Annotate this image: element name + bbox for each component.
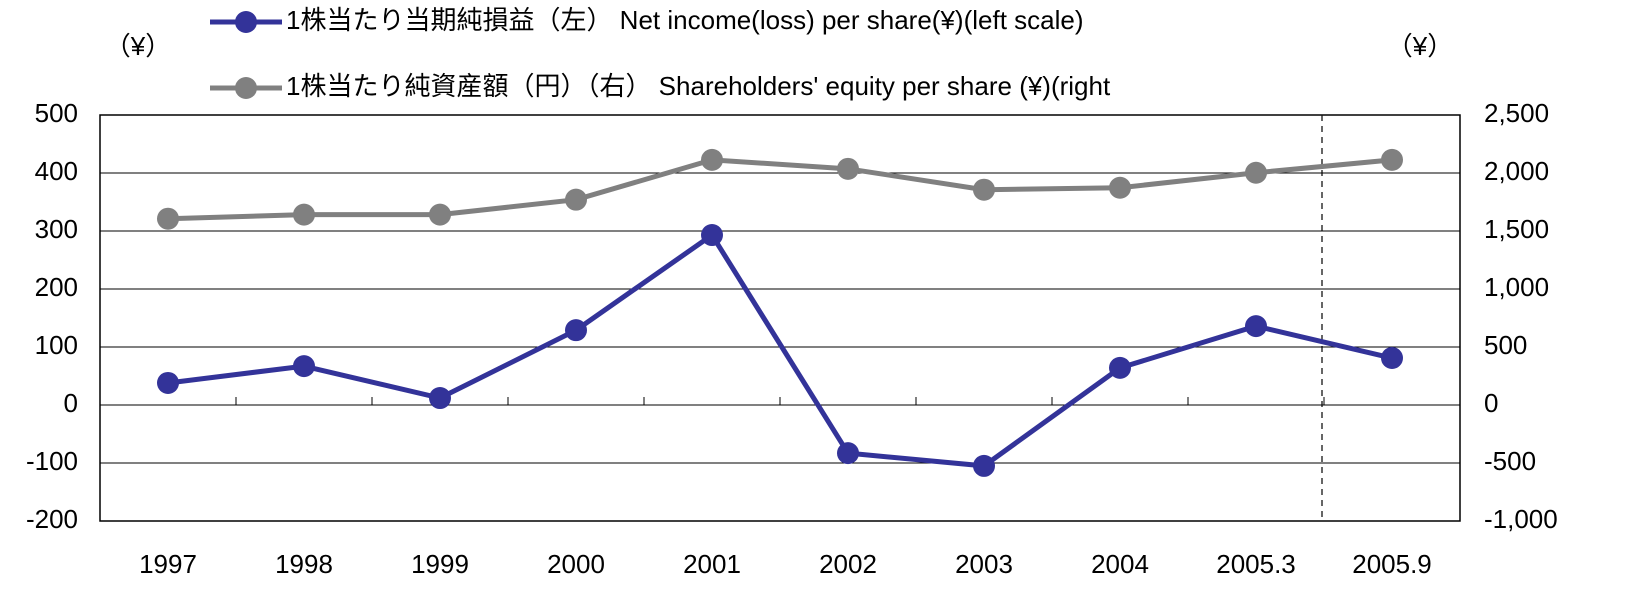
point [565,188,587,211]
point [429,387,451,410]
point [293,355,315,378]
yticks-label: 300 [35,214,78,244]
yticks-label: 400 [35,156,78,186]
point [157,371,179,394]
point [565,319,587,342]
y2ticks-label: -500 [1484,446,1536,476]
yticks-label: -200 [26,504,78,534]
y2ticks-label: 2,000 [1484,156,1549,186]
y-axis-label: （¥） [105,31,171,61]
point [293,203,315,226]
y2ticks-label: -1,000 [1484,504,1558,534]
yticks-label: -100 [26,446,78,476]
point [701,224,723,247]
point [837,442,859,465]
yticks-label: 500 [35,98,78,128]
x-tick-label: 2003 [955,549,1013,579]
point [1245,161,1267,184]
point [837,157,859,180]
y2-axis-label: （¥） [1387,31,1453,61]
x-tick-label: 2002 [819,549,877,579]
point [973,454,995,477]
x-tick-label: 1998 [275,549,333,579]
series-line [167,231,1393,469]
legend-marker [235,77,257,99]
x-tick-label: 2005.9 [1352,549,1432,579]
y2ticks-label: 500 [1484,330,1527,360]
yticks-label: 200 [35,272,78,302]
legend-marker [235,11,257,33]
y2ticks-label: 1,000 [1484,272,1549,302]
x-tick-label: 2005.3 [1216,549,1296,579]
point [1109,356,1131,379]
x-tick-label: 1997 [139,549,197,579]
yticks-label: 0 [64,388,78,418]
point [701,148,723,171]
x-tick-label: 2001 [683,549,741,579]
series-line [167,157,1393,222]
point [429,203,451,226]
legend-label: 1株当たり純資産額（円）（右） Shareholders' equity per… [286,71,1111,101]
y2ticks-label: 2,500 [1484,98,1549,128]
yticks-label: 100 [35,330,78,360]
point [1245,315,1267,338]
x-tick-label: 2000 [547,549,605,579]
point [973,178,995,201]
y2ticks-label: 0 [1484,388,1498,418]
legend-label: 1株当たり当期純損益（左） Net income(loss) per share… [286,5,1084,35]
x-tick-label: 1999 [411,549,469,579]
point [157,207,179,230]
point [1381,347,1403,370]
x-tick-label: 2004 [1091,549,1149,579]
y2ticks-label: 1,500 [1484,214,1549,244]
point [1109,176,1131,199]
point [1381,148,1403,171]
